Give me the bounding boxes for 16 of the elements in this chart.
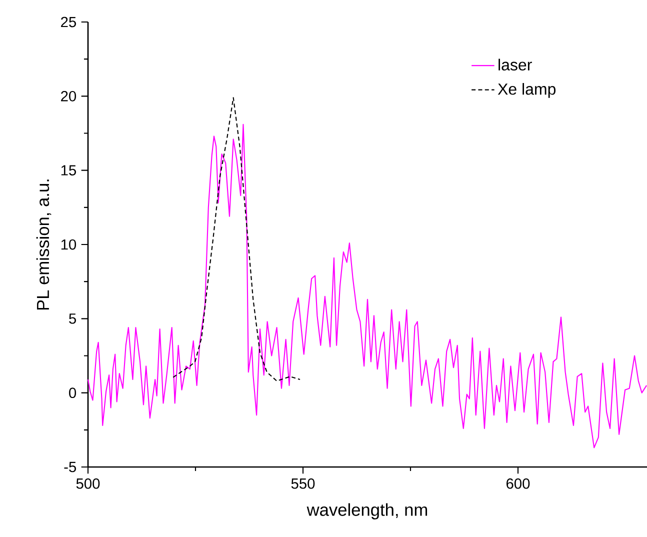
y-axis-title: PL emission, a.u. (36, 180, 52, 310)
x-tick-label: 500 (76, 478, 100, 489)
x-axis-title: wavelength, nm (306, 503, 428, 520)
y-tick-label: 5 (69, 314, 76, 324)
y-tick-label: -5 (64, 462, 76, 472)
x-tick-label: 600 (506, 478, 530, 489)
y-tick-label: 0 (69, 388, 76, 398)
y-tick-label: 25 (61, 16, 76, 28)
y-tick-label: 20 (61, 90, 76, 102)
line-series (87, 124, 647, 448)
legend-label: Xe lamp (498, 83, 556, 98)
line-series (172, 97, 301, 382)
legend-label: laser (498, 58, 532, 70)
x-tick-label: 550 (291, 478, 315, 489)
y-tick-label: 15 (61, 165, 76, 176)
y-tick-label: 10 (61, 239, 76, 250)
